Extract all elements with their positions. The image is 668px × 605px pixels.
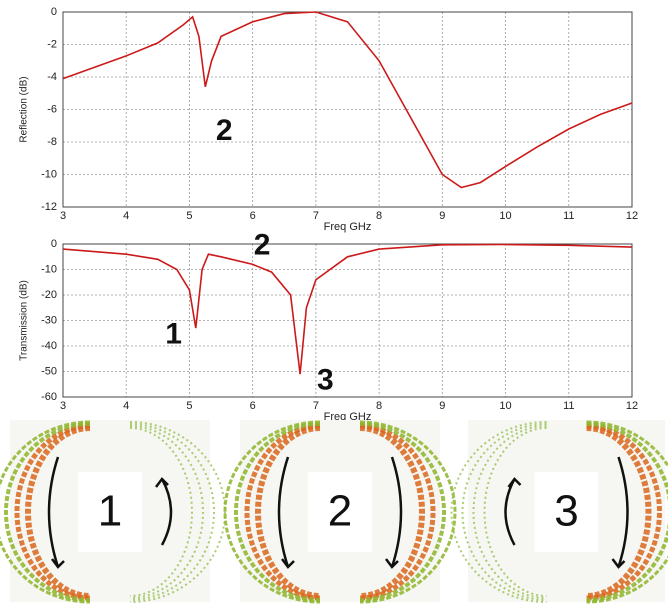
figure: -12-10-8-6-4-203456789101112Freq GHzRefl… xyxy=(0,0,668,605)
x-tick-label: 12 xyxy=(626,210,638,222)
y-axis-label: Reflection (dB) xyxy=(19,76,30,142)
x-tick-label: 5 xyxy=(186,400,192,412)
annotation: 3 xyxy=(317,364,334,397)
x-tick-label: 11 xyxy=(563,210,574,222)
panel-label: 2 xyxy=(328,487,352,536)
y-tick-label: -2 xyxy=(47,38,57,50)
annotation: 2 xyxy=(216,114,233,147)
y-tick-label: 0 xyxy=(51,238,57,250)
y-axis-label: Transmission (dB) xyxy=(19,280,30,361)
panel-label: 3 xyxy=(554,487,578,536)
x-tick-label: 8 xyxy=(376,400,382,412)
x-tick-label: 6 xyxy=(250,210,256,222)
x-tick-label: 10 xyxy=(499,210,511,222)
y-tick-label: 0 xyxy=(51,6,57,18)
field-panel: 1 xyxy=(0,420,225,602)
x-tick-label: 9 xyxy=(439,210,445,222)
y-tick-label: -12 xyxy=(41,201,57,213)
y-tick-label: -40 xyxy=(41,340,57,352)
y-tick-label: -50 xyxy=(41,365,57,377)
y-tick-label: -4 xyxy=(47,71,57,83)
x-tick-label: 7 xyxy=(313,400,319,412)
x-tick-label: 4 xyxy=(123,400,129,412)
x-tick-label: 9 xyxy=(439,400,445,412)
x-tick-label: 8 xyxy=(376,210,382,222)
x-tick-label: 10 xyxy=(499,400,511,412)
data-line xyxy=(63,12,632,188)
panel-label: 1 xyxy=(98,487,122,536)
x-tick-label: 7 xyxy=(313,210,319,222)
x-tick-label: 3 xyxy=(60,400,66,412)
x-axis-label: Freq GHz xyxy=(324,221,372,233)
annotation: 1 xyxy=(165,318,182,351)
y-tick-label: -30 xyxy=(41,314,57,326)
field-panel: 3 xyxy=(452,420,668,602)
field-panel: 2 xyxy=(225,420,455,602)
y-tick-label: -8 xyxy=(47,136,57,148)
y-tick-label: -10 xyxy=(41,263,57,275)
y-tick-label: -10 xyxy=(41,168,57,180)
x-tick-label: 11 xyxy=(563,400,574,412)
y-tick-label: -6 xyxy=(47,103,57,115)
x-tick-label: 6 xyxy=(250,400,256,412)
y-tick-label: -60 xyxy=(41,391,57,403)
x-tick-label: 5 xyxy=(186,210,192,222)
annotation: 2 xyxy=(254,228,271,261)
x-tick-label: 12 xyxy=(626,400,638,412)
y-tick-label: -20 xyxy=(41,289,57,301)
x-tick-label: 4 xyxy=(123,210,129,222)
x-tick-label: 3 xyxy=(60,210,66,222)
data-line xyxy=(63,245,632,375)
